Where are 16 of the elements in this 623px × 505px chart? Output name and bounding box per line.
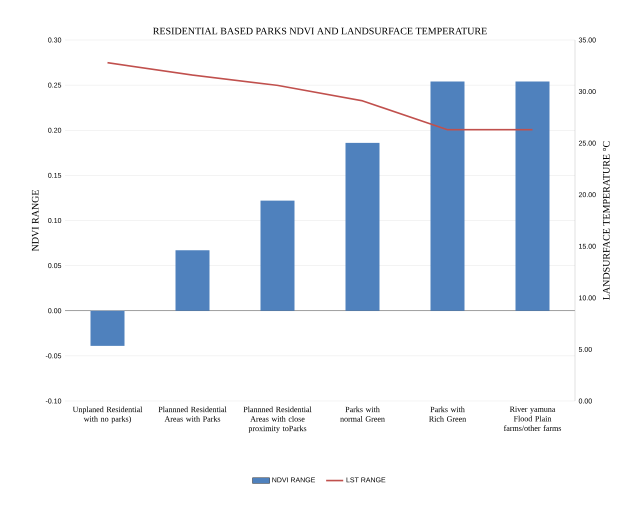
bar (176, 250, 210, 311)
bar (430, 82, 464, 311)
x-tick-label: Unplaned Residential with no parks) (72, 406, 142, 424)
x-tick-label: Plannned Residential Areas with close proximity toParks (244, 406, 312, 433)
x-tick-label: Parks with Rich Green (429, 406, 466, 422)
x-tick-label: Parks with normal Green (340, 406, 385, 422)
y2-axis-title: LANDSURFACE TEMPERATURE °C (602, 141, 610, 300)
bar (515, 82, 550, 311)
chart-title: RESIDENTIAL BASED PARKS NDVI AND LANDSURFACE TEMPERATURE (153, 28, 487, 34)
bar (90, 310, 125, 346)
y-axis-title: NDVI RANGE (32, 190, 39, 252)
x-tick-label: River yamuna Flood Plain farms/other farms (504, 406, 562, 431)
x-tick-label: Plannned Residential Areas with Parks (158, 406, 227, 422)
line-series (106, 62, 534, 131)
bar (260, 200, 294, 311)
bar (346, 142, 380, 311)
